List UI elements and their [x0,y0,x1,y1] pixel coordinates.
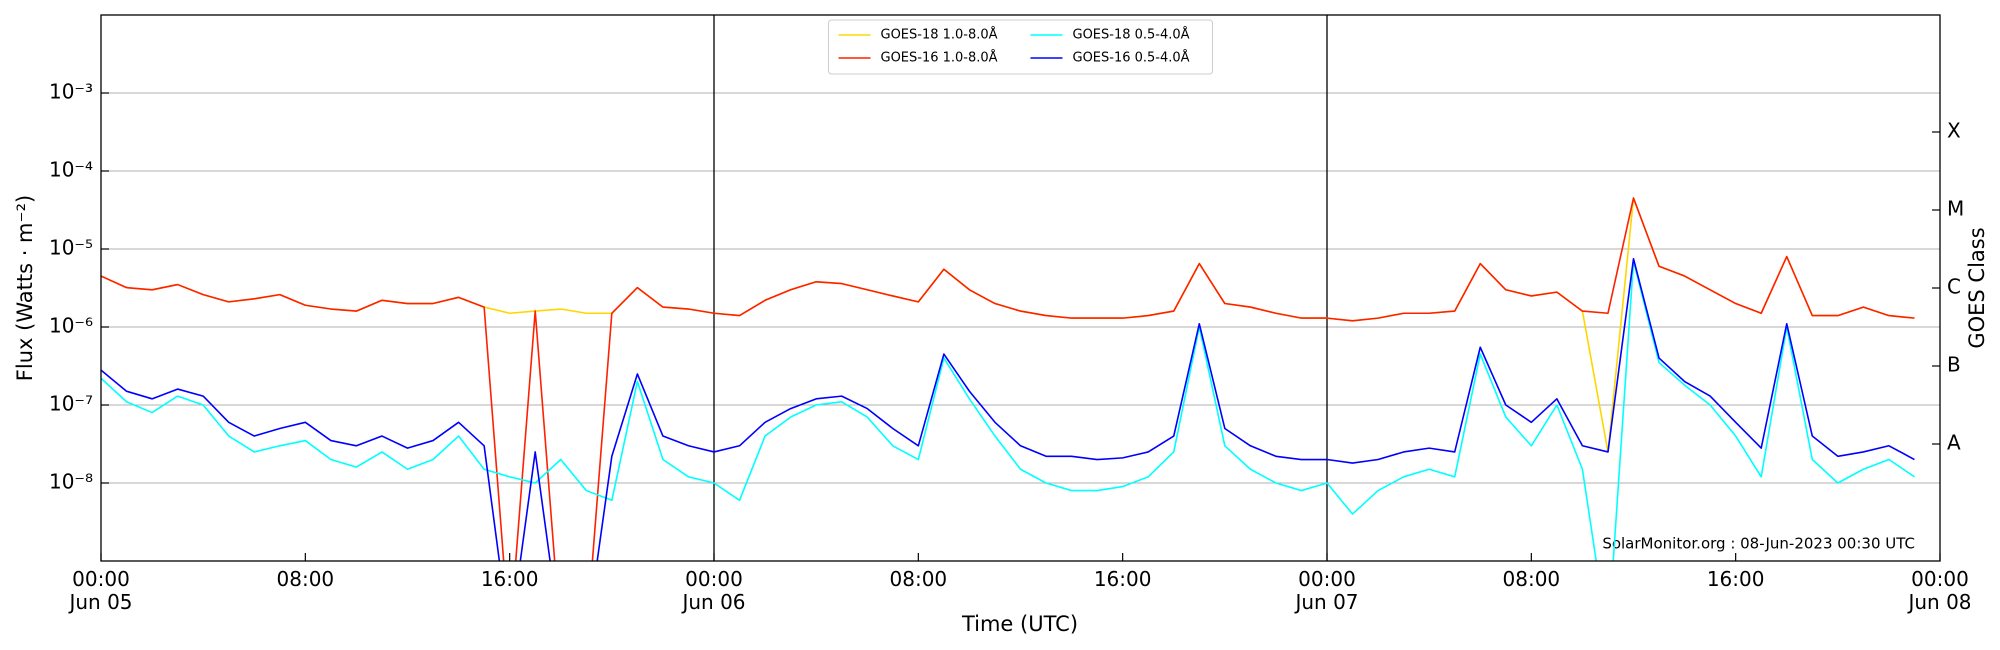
x-tick-label: 16:00 [480,567,539,591]
plot-area [101,197,1915,561]
x-tick-label: 00:00 Jun 07 [1295,567,1359,614]
series-line [101,257,1915,561]
y2-tick-label: B [1947,353,1961,377]
annotation: SolarMonitor.org : 08-Jun-2023 00:30 UTC [1602,535,1915,553]
y-tick-label: 10⁻⁸ [49,470,93,494]
legend-label: GOES-16 0.5-4.0Å [1073,50,1190,66]
x-tick-label: 00:00 Jun 08 [1908,567,1972,614]
y-tick-label: 10⁻⁶ [49,314,93,338]
x-tick-label: 08:00 [276,567,335,591]
y2-tick-label: A [1947,431,1961,455]
x-tick-label: 16:00 [1706,567,1765,591]
series-line [101,197,1915,453]
legend-label: GOES-18 0.5-4.0Å [1073,27,1190,43]
legend-box [828,19,1213,75]
y-axis-label: Flux (Watts · m⁻²) [13,195,37,381]
legend: GOES-18 1.0-8.0Å GOES-16 1.0-8.0Å GOES-18 … [828,19,1213,75]
plot-frame [100,14,1941,562]
series-line [101,260,1915,561]
y-tick-label: 10⁻⁵ [49,236,93,260]
legend-label: GOES-18 1.0-8.0Å [881,27,998,43]
x-tick-label: 08:00 [1502,567,1561,591]
x-tick-label: 00:00 Jun 06 [682,567,746,614]
y-tick-label: 10⁻³ [49,80,93,104]
y2-tick-label: M [1947,197,1964,221]
x-tick-label: 16:00 [1093,567,1152,591]
y2-tick-label: X [1947,119,1961,143]
y2-axis-label: GOES Class [1965,227,1989,348]
x-axis-label: Time (UTC) [961,612,1078,636]
series-line [101,197,1915,561]
y-tick-label: 10⁻⁴ [49,158,93,182]
y-tick-label: 10⁻⁷ [49,392,93,416]
legend-label: GOES-16 1.0-8.0Å [881,50,998,66]
x-tick-label: 08:00 [889,567,948,591]
x-tick-label: 00:00 Jun 05 [69,567,133,614]
y2-tick-label: C [1947,275,1961,299]
